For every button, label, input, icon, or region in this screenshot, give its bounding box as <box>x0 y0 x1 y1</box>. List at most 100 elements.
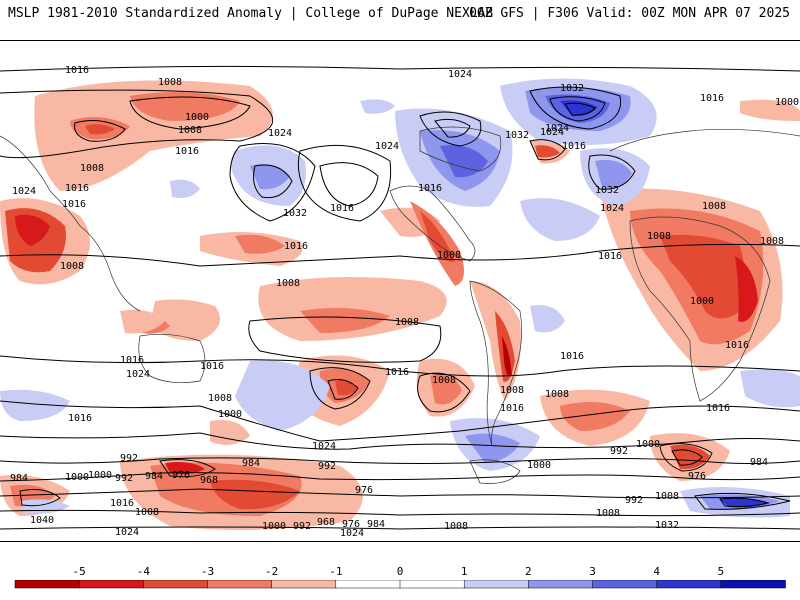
isobar-label: 1016 <box>385 367 409 378</box>
isobar-label: 1008 <box>60 261 84 272</box>
colorbar-tick-label: -1 <box>329 565 343 578</box>
isobar-label: 1008 <box>208 393 232 404</box>
isobar-label: 1040 <box>30 515 54 526</box>
isobar-label: 1008 <box>760 236 784 247</box>
isobar-label: 968 <box>200 475 218 486</box>
isobar-label: 1024 <box>12 186 36 197</box>
colorbar-tick-label: 1 <box>460 565 468 578</box>
isobar-label: 1024 <box>312 441 336 452</box>
isobar-label: 1016 <box>330 203 354 214</box>
isobar-label: 976 <box>342 519 360 530</box>
isobar-label: 1032 <box>560 83 584 94</box>
isobar-label: 1008 <box>158 77 182 88</box>
colorbar-bin <box>143 580 209 589</box>
isobar-labels: 1016 1008 1024 1032 1016 1000 1000 1008 … <box>10 65 799 539</box>
isobar-label: 1032 <box>655 520 679 531</box>
positive-anomaly-shading <box>0 78 800 518</box>
isobar-label: 968 <box>317 517 335 528</box>
isobar-label: 1016 <box>725 340 749 351</box>
colorbar-bin <box>592 580 658 589</box>
isobar-label: 1008 <box>395 317 419 328</box>
isobar-label: 984 <box>367 519 385 530</box>
colorbar-svg <box>14 580 786 589</box>
colorbar-bin <box>207 580 273 589</box>
isobar-label: 1008 <box>276 278 300 289</box>
colorbar: -5 -4 -3 -2 -1 0 1 2 3 4 5 <box>0 565 800 600</box>
isobar-label: 984 <box>10 473 28 484</box>
colorbar-bin <box>656 580 722 589</box>
isobar-label: 1016 <box>706 403 730 414</box>
header: MSLP 1981-2010 Standardized Anomaly | Co… <box>0 0 800 38</box>
colorbar-bin <box>14 580 80 589</box>
isobar-label: 1032 <box>595 185 619 196</box>
isobar-label: 1024 <box>545 123 569 134</box>
isobar-label: 1016 <box>68 413 92 424</box>
isobar-label: 1008 <box>500 385 524 396</box>
isobar-label: 1016 <box>62 199 86 210</box>
colorbar-bins <box>14 580 786 589</box>
isobar-label: 1024 <box>126 369 150 380</box>
colorbar-bin <box>271 580 337 589</box>
isobar-label: 1016 <box>200 361 224 372</box>
colorbar-tick-label: 5 <box>717 565 725 578</box>
colorbar-bin <box>528 580 594 589</box>
colorbar-bin <box>399 580 465 589</box>
isobar-label: 984 <box>145 471 163 482</box>
isobar-label: 1000 <box>218 409 242 420</box>
colorbar-bin <box>720 580 786 589</box>
isobar-label: 1008 <box>437 250 461 261</box>
anomaly-map: 1016 1008 1024 1032 1016 1000 1000 1008 … <box>0 40 800 542</box>
colorbar-tick-label: 4 <box>653 565 660 578</box>
isobar-label: 1008 <box>596 508 620 519</box>
isobar-label: 1000 <box>262 521 286 532</box>
isobar-label: 1016 <box>65 183 89 194</box>
isobar-label: 1008 <box>647 231 671 242</box>
isobar-label: 1008 <box>702 201 726 212</box>
isobar-label: 1024 <box>340 528 364 539</box>
colorbar-tick-label: 2 <box>525 565 532 578</box>
isobar-label: 1016 <box>500 403 524 414</box>
colorbar-tick-label: -3 <box>200 565 215 578</box>
map-title: MSLP 1981-2010 Standardized Anomaly | Co… <box>8 6 494 21</box>
isobar-label: 1032 <box>283 208 307 219</box>
isobar-label: 1016 <box>110 498 134 509</box>
colorbar-tick-label: -2 <box>265 565 279 578</box>
isobar-label: 992 <box>610 446 628 457</box>
isobar-label: 1008 <box>432 375 456 386</box>
isobar-label: 976 <box>355 485 373 496</box>
isobar-label: 1032 <box>505 130 529 141</box>
isobar-label: 992 <box>115 473 133 484</box>
coastlines <box>0 126 800 484</box>
isobar-label: 1008 <box>135 507 159 518</box>
isobar-label: 1016 <box>560 351 584 362</box>
isobar-label: 1008 <box>178 125 202 136</box>
isobar-label: 992 <box>120 453 138 464</box>
isobar-label: 1016 <box>700 93 724 104</box>
isobar-label: 992 <box>625 495 643 506</box>
isobar-label: 1024 <box>600 203 624 214</box>
colorbar-bin <box>463 580 530 589</box>
isobar-label: 1000 <box>690 296 714 307</box>
isobar-label: 976 <box>688 471 706 482</box>
isobar-label: 1016 <box>120 355 144 366</box>
isobar-label: 1016 <box>562 141 586 152</box>
isobar-label: 1008 <box>655 491 679 502</box>
isobar-label: 976 <box>172 470 190 481</box>
colorbar-bin <box>335 580 401 589</box>
negative-anomaly-shading <box>0 80 800 530</box>
colorbar-tick-label: 0 <box>396 565 404 578</box>
isobars <box>0 65 800 530</box>
colorbar-tick-label: -4 <box>136 565 150 578</box>
isobar-label: 1000 <box>775 97 799 108</box>
isobar-label: 1024 <box>115 527 139 538</box>
isobar-label: 1000 <box>636 439 660 450</box>
isobar-label: 1016 <box>65 65 89 76</box>
isobar-label: 1024 <box>540 127 564 138</box>
isobar-label: 984 <box>750 457 768 468</box>
isobar-label: 992 <box>318 461 336 472</box>
isobar-label: 992 <box>293 521 311 532</box>
isobar-label: 1000 <box>185 112 209 123</box>
isobar-label: 1008 <box>80 163 104 174</box>
isobar-label: 1008 <box>444 521 468 532</box>
isobar-label: 1000 <box>65 472 89 483</box>
